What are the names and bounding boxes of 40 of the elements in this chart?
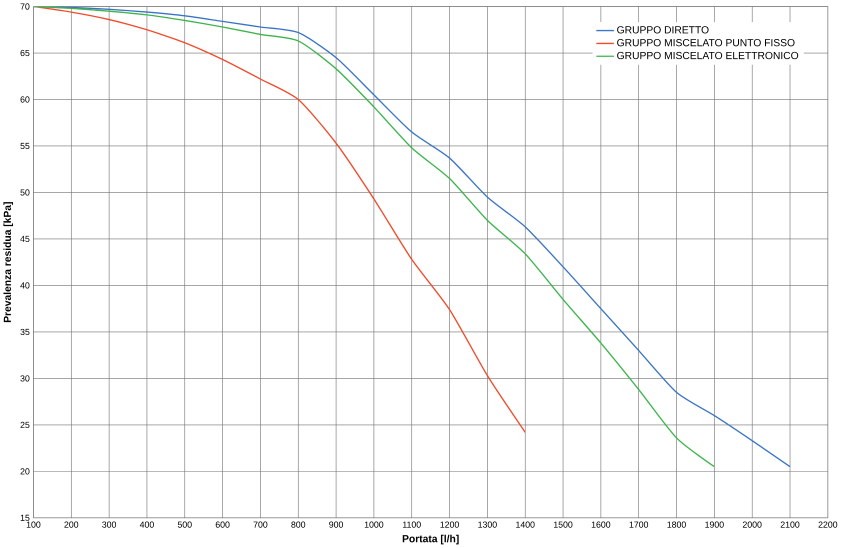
line-series: [33, 6, 526, 434]
y-tick-label: 25: [20, 422, 30, 428]
y-tick-label: 60: [20, 96, 30, 103]
y-tick-label: 70: [20, 4, 30, 10]
x-tick-label: 2200: [818, 522, 838, 528]
y-tick-label: 40: [20, 282, 30, 289]
y-tick-label: 15: [20, 514, 30, 522]
x-tick-label: 800: [291, 522, 306, 528]
y-tick-label: 30: [20, 375, 30, 382]
legend-label: GRUPPO MISCELATO PUNTO FISSO: [617, 39, 795, 46]
y-tick-label: 65: [20, 50, 30, 56]
x-tick-label: 300: [102, 522, 116, 528]
x-tick-label: 1700: [630, 522, 648, 528]
y-tick-label: 50: [20, 189, 30, 196]
x-tick-label: 600: [216, 522, 230, 528]
y-tick-label: 55: [20, 143, 30, 150]
x-tick-label: 200: [64, 522, 78, 528]
x-tick-label: 400: [140, 522, 154, 528]
x-tick-label: 1000: [364, 522, 384, 528]
x-tick-label: 1200: [440, 522, 459, 528]
x-tick-label: 2100: [780, 522, 800, 528]
x-tick-label: 1500: [554, 522, 572, 528]
legend-label: GRUPPO DIRETTO: [617, 26, 709, 34]
x-tick-label: 1400: [516, 522, 535, 528]
legend-label: GRUPPO MISCELATO ELETTRONICO: [617, 52, 798, 60]
y-axis-title: Prevalenza residua [kPa]: [3, 202, 14, 322]
x-tick-label: 1600: [592, 522, 610, 528]
x-tick-label: 1800: [667, 522, 686, 528]
x-tick-label: 2000: [742, 522, 762, 528]
x-tick-label: 900: [329, 522, 344, 528]
x-tick-label: 700: [254, 522, 268, 528]
x-tick-label: 500: [178, 522, 192, 528]
x-tick-label: 1900: [705, 522, 724, 528]
x-tick-label: 100: [26, 522, 40, 528]
y-tick-label: 35: [20, 328, 30, 336]
x-axis-title: Portata [l/h]: [402, 534, 459, 544]
x-tick-label: 1300: [478, 522, 497, 528]
y-tick-label: 45: [20, 236, 30, 242]
x-tick-label: 1100: [402, 522, 421, 528]
y-tick-label: 20: [20, 468, 30, 475]
